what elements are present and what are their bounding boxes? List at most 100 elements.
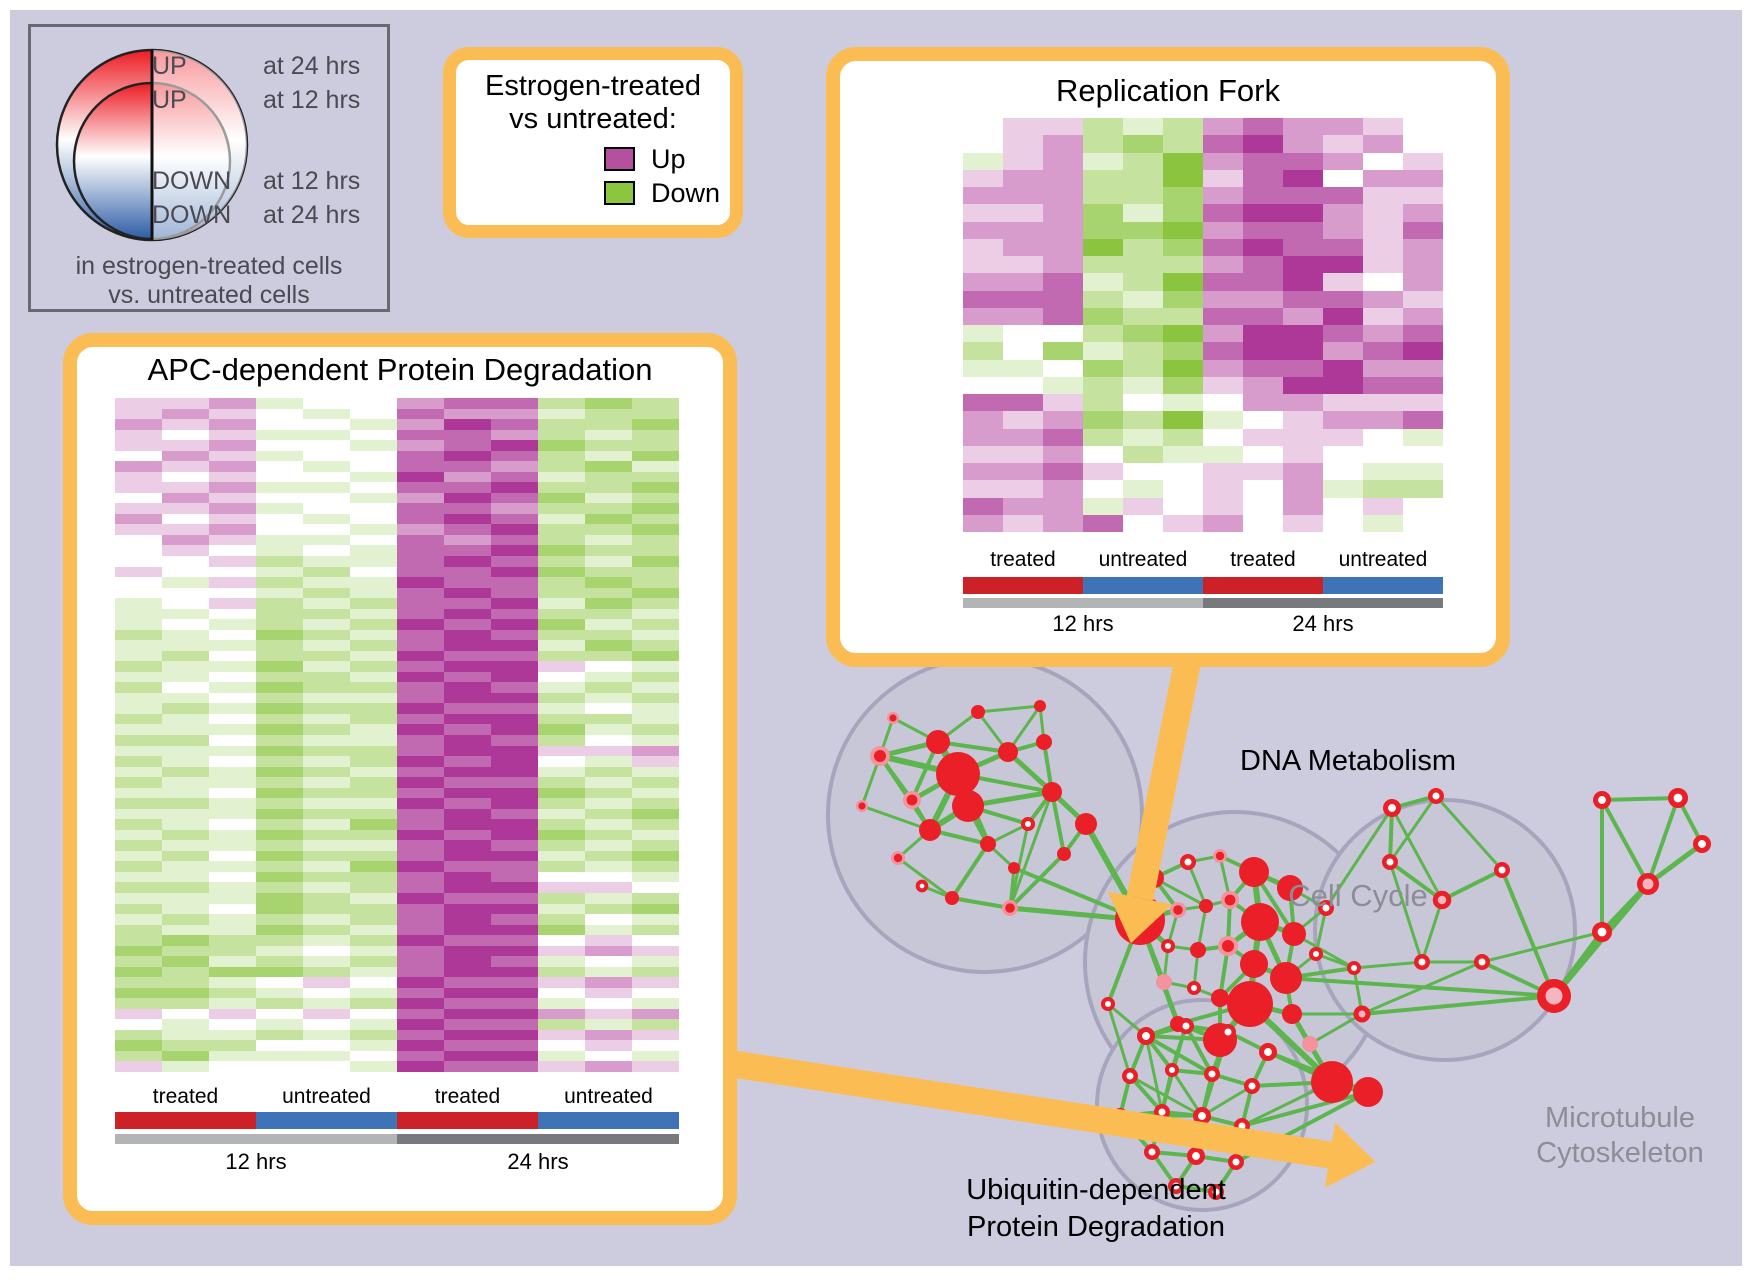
heatmap-cell <box>1203 152 1243 170</box>
heatmap-cell <box>115 513 162 525</box>
heatmap-cell <box>632 482 679 493</box>
heatmap-cell <box>538 945 585 957</box>
heatmap-cell <box>585 808 632 820</box>
heatmap-cell <box>209 440 256 451</box>
network-node-ring <box>1100 996 1116 1012</box>
heatmap-cell <box>115 450 162 462</box>
heatmap-cell <box>209 766 256 778</box>
heatmap-cell <box>1323 169 1363 187</box>
heatmap-row <box>963 463 1443 481</box>
heatmap-row <box>963 325 1443 343</box>
heatmap-cell <box>1323 480 1363 498</box>
heatmap-cell <box>256 461 303 472</box>
heatmap-cell <box>397 987 444 999</box>
heatmap-cell <box>397 945 444 957</box>
heatmap-cell <box>115 629 162 641</box>
legend-row: DOWN at 24 hrs <box>31 201 387 229</box>
network-node-solid <box>926 730 950 754</box>
heatmap-cell <box>538 429 585 441</box>
panel-title: APC-dependent Protein Degradation <box>147 352 653 387</box>
heatmap-cell <box>632 1040 679 1051</box>
heatmap-cell <box>115 882 162 893</box>
heatmap-cell <box>256 987 303 999</box>
heatmap-cell <box>632 745 679 757</box>
heatmap-cell <box>538 798 585 809</box>
heatmap-cell <box>303 1061 350 1072</box>
heatmap-cell <box>1403 428 1443 446</box>
heatmap-cell <box>256 608 303 620</box>
heatmap-cell <box>444 777 491 788</box>
heatmap-row <box>115 829 679 841</box>
heatmap-cell <box>585 629 632 641</box>
heatmap-cell <box>1403 204 1443 222</box>
network-node-solid <box>1270 962 1302 994</box>
heatmap-cell <box>350 1029 397 1041</box>
heatmap-cell <box>1283 394 1323 412</box>
heatmap-cell <box>585 935 632 946</box>
heatmap-cell <box>162 945 209 957</box>
heatmap-cell <box>632 608 679 620</box>
heatmap-cell <box>1083 204 1123 222</box>
heatmap-cell <box>585 461 632 472</box>
heatmap-row <box>115 998 679 1009</box>
heatmap-row <box>115 914 679 925</box>
heatmap-cell <box>585 724 632 735</box>
annotation-arrow-shaft <box>717 1048 1333 1169</box>
heatmap-cell <box>538 534 585 546</box>
heatmap-cell <box>491 924 538 936</box>
heatmap-row <box>115 850 679 862</box>
heatmap-cell <box>585 440 632 451</box>
heatmap-cell <box>115 998 162 1009</box>
heatmap-cell <box>350 524 397 535</box>
heatmap-cell <box>1243 307 1283 325</box>
heatmap-cell <box>162 987 209 999</box>
heatmap-cell <box>350 692 397 704</box>
heatmap-cell <box>1323 463 1363 481</box>
heatmap-cell <box>162 1019 209 1030</box>
network-node-solid <box>1353 1077 1383 1107</box>
heatmap-row <box>115 661 679 672</box>
heatmap-cell <box>1283 290 1323 308</box>
heatmap-cell <box>1283 480 1323 498</box>
heatmap-cell <box>491 829 538 841</box>
heatmap-cell <box>1403 307 1443 325</box>
heatmap-cell <box>256 966 303 978</box>
heatmap-cell <box>256 482 303 493</box>
heatmap-cell <box>256 545 303 556</box>
heatmap-cell <box>303 829 350 841</box>
heatmap-cell <box>444 945 491 957</box>
heatmap-cell <box>1283 152 1323 170</box>
heatmap-cell <box>1163 169 1203 187</box>
apc-degradation-panel: APC-dependent Protein Degradation treate… <box>63 333 737 1225</box>
heatmap-cell <box>256 945 303 957</box>
heatmap-cell <box>303 798 350 809</box>
heatmap-cell <box>256 587 303 599</box>
heatmap-cell <box>303 787 350 799</box>
heatmap-cell <box>350 703 397 714</box>
heatmap-cell <box>303 945 350 957</box>
heatmap-cell <box>1363 152 1403 170</box>
heatmap-cell <box>1003 169 1043 187</box>
heatmap-cell <box>538 450 585 462</box>
heatmap-cell <box>632 850 679 862</box>
network-node-ring <box>1346 960 1362 976</box>
heatmap-cell <box>585 671 632 683</box>
heatmap-cell <box>1283 411 1323 429</box>
heatmap-cell <box>350 555 397 567</box>
heatmap-row <box>115 598 679 609</box>
legend-item-down: Down <box>456 176 730 210</box>
heatmap-cell <box>491 850 538 862</box>
heatmap-cell <box>1123 187 1163 205</box>
heatmap-cell <box>350 766 397 778</box>
network-node-ring <box>1207 1183 1224 1200</box>
heatmap-cell <box>1043 463 1083 481</box>
heatmap-cell <box>209 1029 256 1041</box>
heatmap-cell <box>444 819 491 830</box>
heatmap-cell <box>444 471 491 483</box>
heatmap-cell <box>585 945 632 957</box>
heatmap-cell <box>1243 169 1283 187</box>
network-node-solid <box>1239 857 1269 887</box>
heatmap-cell <box>1283 445 1323 463</box>
network-edge <box>1170 1068 1204 1118</box>
heatmap-cell <box>256 840 303 851</box>
